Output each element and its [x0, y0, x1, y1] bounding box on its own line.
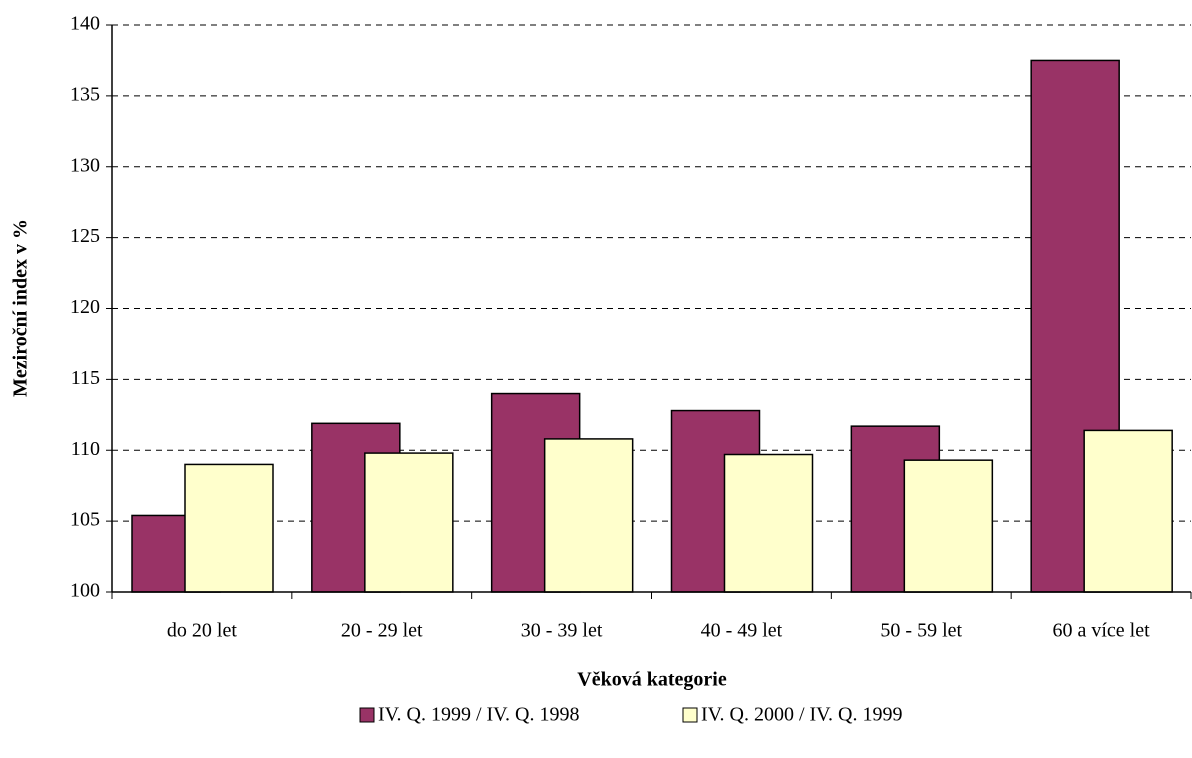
y-tick-label: 110	[71, 438, 100, 460]
bar	[364, 452, 454, 593]
x-tick-label: do 20 let	[167, 620, 237, 642]
legend-label: IV. Q. 1999 / IV. Q. 1998	[378, 704, 580, 726]
y-tick-label: 120	[70, 296, 100, 318]
y-tick-label: 140	[70, 13, 100, 35]
x-tick-label: 40 - 49 let	[701, 620, 783, 642]
x-tick-label: 30 - 39 let	[521, 620, 603, 642]
x-tick-label: 50 - 59 let	[880, 620, 962, 642]
legend-swatch	[682, 707, 698, 723]
y-tick-label: 130	[70, 154, 100, 176]
y-tick-label: 135	[70, 83, 100, 105]
x-tick-label: 60 a více let	[1052, 620, 1150, 642]
bar	[543, 438, 634, 593]
y-tick-label: 100	[70, 580, 100, 602]
bar	[1083, 429, 1173, 593]
bar	[903, 459, 994, 593]
bar	[723, 453, 814, 593]
legend-label: IV. Q. 2000 / IV. Q. 1999	[701, 704, 903, 726]
y-tick-label: 115	[71, 367, 100, 389]
x-axis-title: Věková kategorie	[577, 669, 727, 691]
y-tick-label: 125	[70, 225, 100, 247]
legend-swatch	[359, 707, 375, 723]
y-tick-label: 105	[70, 509, 100, 531]
y-axis-title: Meziroční index v %	[10, 219, 32, 397]
bar	[184, 463, 274, 593]
x-tick-label: 20 - 29 let	[341, 620, 423, 642]
